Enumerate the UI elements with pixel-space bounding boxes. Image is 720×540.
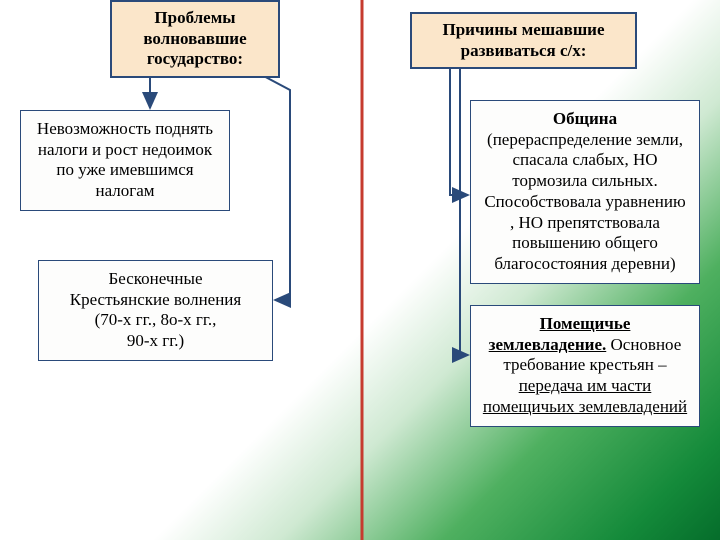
right-header: Причины мешавшие развиваться с/х: [410,12,637,69]
left-box-unrest-l3: (70-х гг., 8о-х гг., [95,310,217,329]
right-header-l2: развиваться с/х: [461,41,587,60]
left-header: Проблемы волновавшие государство: [110,0,280,78]
left-box-unrest: Бесконечные Крестьянские волнения (70-х … [38,260,273,361]
right-box-landowner: Помещичье землевладение. Основное требов… [470,305,700,427]
obshchina-text: (перераспределение земли, спасала слабых… [484,130,685,273]
left-header-l3: государство: [147,49,243,68]
left-box-unrest-l2: Крестьянские волнения [70,290,241,309]
arrow-right-1 [450,67,468,195]
arrow-right-2 [460,67,468,355]
left-box-unrest-l4: 90-х гг.) [127,331,184,350]
right-header-l1: Причины мешавшие [442,20,604,39]
left-box-taxes-text: Невозможность поднять налоги и рост недо… [37,119,213,200]
diagram-stage: Проблемы волновавшие государство: Невозм… [0,0,720,540]
left-header-l1: Проблемы [154,8,235,27]
left-box-taxes: Невозможность поднять налоги и рост недо… [20,110,230,211]
left-header-l2: волновавшие [143,29,246,48]
left-box-unrest-l1: Бесконечные [108,269,202,288]
right-box-obshchina: Община (перераспределение земли, спасала… [470,100,700,284]
obshchina-title: Община [553,109,617,128]
landowner-underlined: передача им части помещичьих землевладен… [483,376,687,416]
